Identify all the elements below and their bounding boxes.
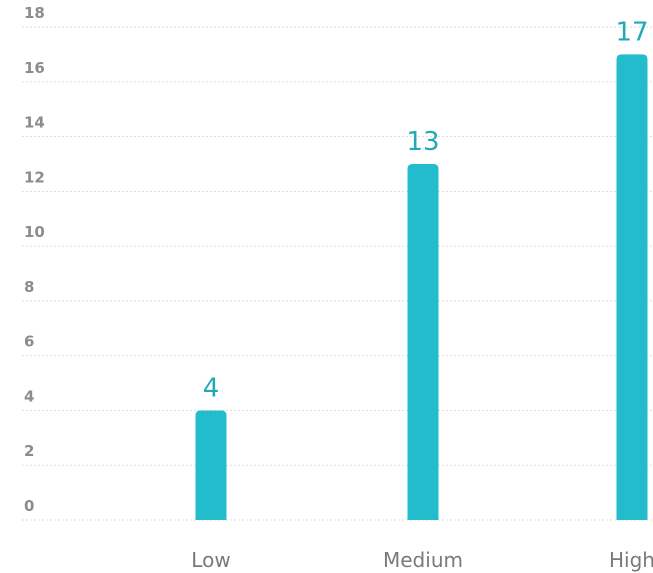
y-tick-label-2: 2 <box>24 442 34 460</box>
y-tick-label-12: 12 <box>24 168 45 186</box>
bars <box>195 54 648 521</box>
y-tick-label-14: 14 <box>24 114 45 132</box>
y-tick-label-18: 18 <box>24 4 45 22</box>
gridlines <box>22 26 653 521</box>
y-tick-label-4: 4 <box>24 387 34 405</box>
bar-low <box>195 410 227 520</box>
data-label-medium: 13 <box>406 127 439 157</box>
bar-high <box>616 54 648 521</box>
y-tick-label-10: 10 <box>24 223 45 241</box>
bar-medium <box>407 163 439 520</box>
y-tick-label-16: 16 <box>24 59 45 77</box>
data-label-low: 4 <box>203 373 220 403</box>
y-tick-label-6: 6 <box>24 333 34 351</box>
x-category-label-high: High <box>609 548 653 572</box>
data-label-high: 17 <box>615 17 648 47</box>
y-tick-label-8: 8 <box>24 278 34 296</box>
y-tick-label-0: 0 <box>24 497 34 515</box>
x-category-label-medium: Medium <box>383 548 463 572</box>
x-axis-category-labels: Low Medium High <box>191 548 653 572</box>
data-labels: 4 13 17 <box>203 17 649 403</box>
x-category-label-low: Low <box>191 548 230 572</box>
y-axis-tick-labels: 0 2 4 6 8 10 12 14 16 18 <box>24 4 45 515</box>
